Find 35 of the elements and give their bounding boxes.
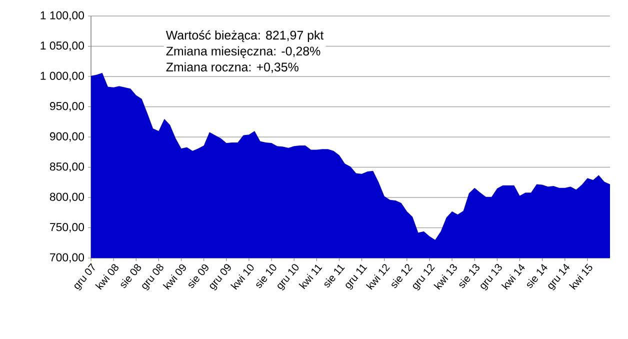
x-tick-label: gru 11 xyxy=(346,264,368,290)
annotation: Zmiana miesięczna: -0,28% xyxy=(166,46,320,58)
y-tick-label: 900,00 xyxy=(50,132,84,142)
x-tick-label: kwi 08 xyxy=(95,264,118,290)
y-tick-label: 1 050,00 xyxy=(40,42,84,51)
x-tick-label: sie 08 xyxy=(120,264,142,288)
x-tick-label: gru 13 xyxy=(480,264,502,290)
y-tick-label: 800,00 xyxy=(50,192,84,202)
x-tick-label: gru 12 xyxy=(412,264,435,290)
x-tick-label: kwi 09 xyxy=(162,264,186,290)
x-tick-label: gru 10 xyxy=(278,264,299,290)
x-tick-label: gru 07 xyxy=(74,263,95,290)
x-tick-label: kwi 14 xyxy=(501,264,525,290)
x-tick-label: sie 14 xyxy=(527,264,548,288)
y-tick-label: 1 100,00 xyxy=(40,11,84,21)
x-tick-label: gru 14 xyxy=(548,264,570,290)
x-tick-label: gru 08 xyxy=(142,264,164,290)
x-tick-label: kwi 13 xyxy=(434,264,457,290)
x-tick-label: kwi 11 xyxy=(298,264,322,290)
x-tick-label: sie 09 xyxy=(188,264,208,288)
x-tick-label: sie 10 xyxy=(256,264,276,288)
annotation: Zmiana roczna: +0,35% xyxy=(166,62,298,73)
annotation: Wartość bieżąca: 821,97 pkt xyxy=(166,30,324,42)
y-tick-label: 850,00 xyxy=(50,162,84,172)
y-tick-label: 1 000,00 xyxy=(40,72,84,82)
x-tick-label: kwi 15 xyxy=(568,264,592,290)
x-tick-label: sie 11 xyxy=(324,264,345,288)
x-tick-label: kwi 12 xyxy=(366,264,390,290)
y-tick-label: 700,00 xyxy=(50,253,84,263)
y-tick-label: 950,00 xyxy=(50,102,84,112)
x-tick-label: gru 09 xyxy=(210,264,231,290)
x-tick-label: kwi 10 xyxy=(230,264,254,290)
x-tick-label: sie 12 xyxy=(392,264,413,288)
x-tick-label: sie 13 xyxy=(459,264,480,288)
y-tick-label: 750,00 xyxy=(50,223,84,232)
